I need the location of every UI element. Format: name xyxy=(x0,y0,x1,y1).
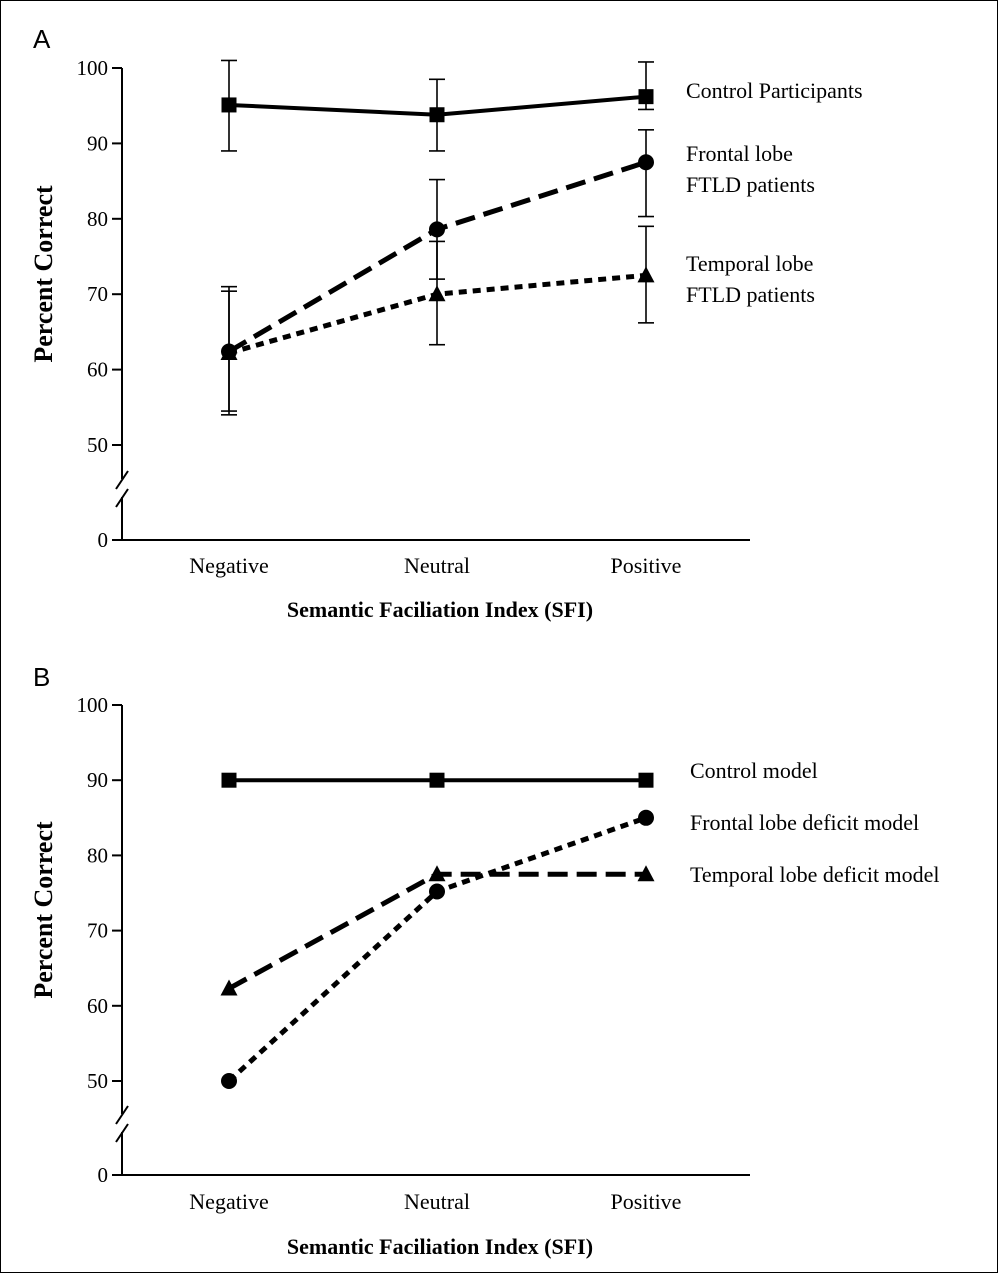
y-tick-label: 70 xyxy=(87,282,108,306)
y-tick-label: 50 xyxy=(87,433,108,457)
legend-label: Control model xyxy=(690,758,818,783)
panel-letter: A xyxy=(33,24,51,54)
x-tick-label: Neutral xyxy=(404,553,470,578)
data-point-circle xyxy=(429,883,445,900)
y-tick-label: 60 xyxy=(87,994,108,1018)
data-point-square xyxy=(221,772,237,788)
x-tick-label: Positive xyxy=(611,1189,682,1214)
y-tick-label: 100 xyxy=(77,693,109,717)
legend-label: Control Participants xyxy=(686,78,863,103)
data-point-triangle xyxy=(428,285,446,302)
x-tick-label: Negative xyxy=(189,553,268,578)
axis-break-mark xyxy=(115,470,129,490)
data-point-circle xyxy=(638,154,654,171)
panel-letter: B xyxy=(33,662,50,692)
y-tick-label: 100 xyxy=(77,56,109,80)
panel-a: A 0 50 60 70 80 90 100 Negative Neutral Positive Se… xyxy=(29,24,863,622)
legend-label: Frontal lobe xyxy=(686,141,793,166)
y-tick-label: 0 xyxy=(98,1163,109,1187)
data-point-triangle xyxy=(428,865,446,882)
legend-label: Temporal lobe deficit model xyxy=(690,862,940,887)
data-point-square xyxy=(221,97,237,113)
data-point-square xyxy=(638,772,654,788)
legend-label: Frontal lobe deficit model xyxy=(690,810,919,835)
legend-label: FTLD patients xyxy=(686,172,815,197)
x-axis-label: Semantic Faciliation Index (SFI) xyxy=(287,1234,593,1259)
y-tick-label: 80 xyxy=(87,207,108,231)
y-tick-label: 50 xyxy=(87,1069,108,1093)
y-tick-label: 90 xyxy=(87,131,108,155)
data-point-triangle xyxy=(637,865,655,882)
legend-label: FTLD patients xyxy=(686,282,815,307)
axis-break-mark xyxy=(115,488,129,508)
data-point-circle xyxy=(221,1073,237,1089)
data-point-triangle xyxy=(220,979,238,996)
data-point-triangle xyxy=(637,266,655,283)
x-axis-label: Semantic Faciliation Index (SFI) xyxy=(287,597,593,622)
panel-b: B 0 50 60 70 80 90 100 Negative Neutral Positive Se… xyxy=(29,662,940,1259)
y-tick-label: 90 xyxy=(87,768,108,792)
x-tick-label: Positive xyxy=(611,553,682,578)
series-line xyxy=(227,815,647,1083)
y-axis-label: Percent Correct xyxy=(29,821,58,999)
y-tick-label: 80 xyxy=(87,843,108,867)
data-point-circle xyxy=(638,809,654,826)
y-tick-label: 70 xyxy=(87,919,108,943)
data-point-square xyxy=(429,107,445,123)
axis-break-mark xyxy=(115,1123,129,1143)
legend-label: Temporal lobe xyxy=(686,251,813,276)
x-tick-label: Neutral xyxy=(404,1189,470,1214)
data-point-circle xyxy=(429,221,445,238)
y-tick-label: 60 xyxy=(87,358,108,382)
data-point-triangle xyxy=(220,344,238,361)
data-point-square xyxy=(638,89,654,105)
y-axis-label: Percent Correct xyxy=(29,185,58,363)
x-tick-label: Negative xyxy=(189,1189,268,1214)
axis-break-mark xyxy=(115,1105,129,1125)
y-tick-label: 0 xyxy=(98,528,109,552)
data-point-square xyxy=(429,772,445,788)
